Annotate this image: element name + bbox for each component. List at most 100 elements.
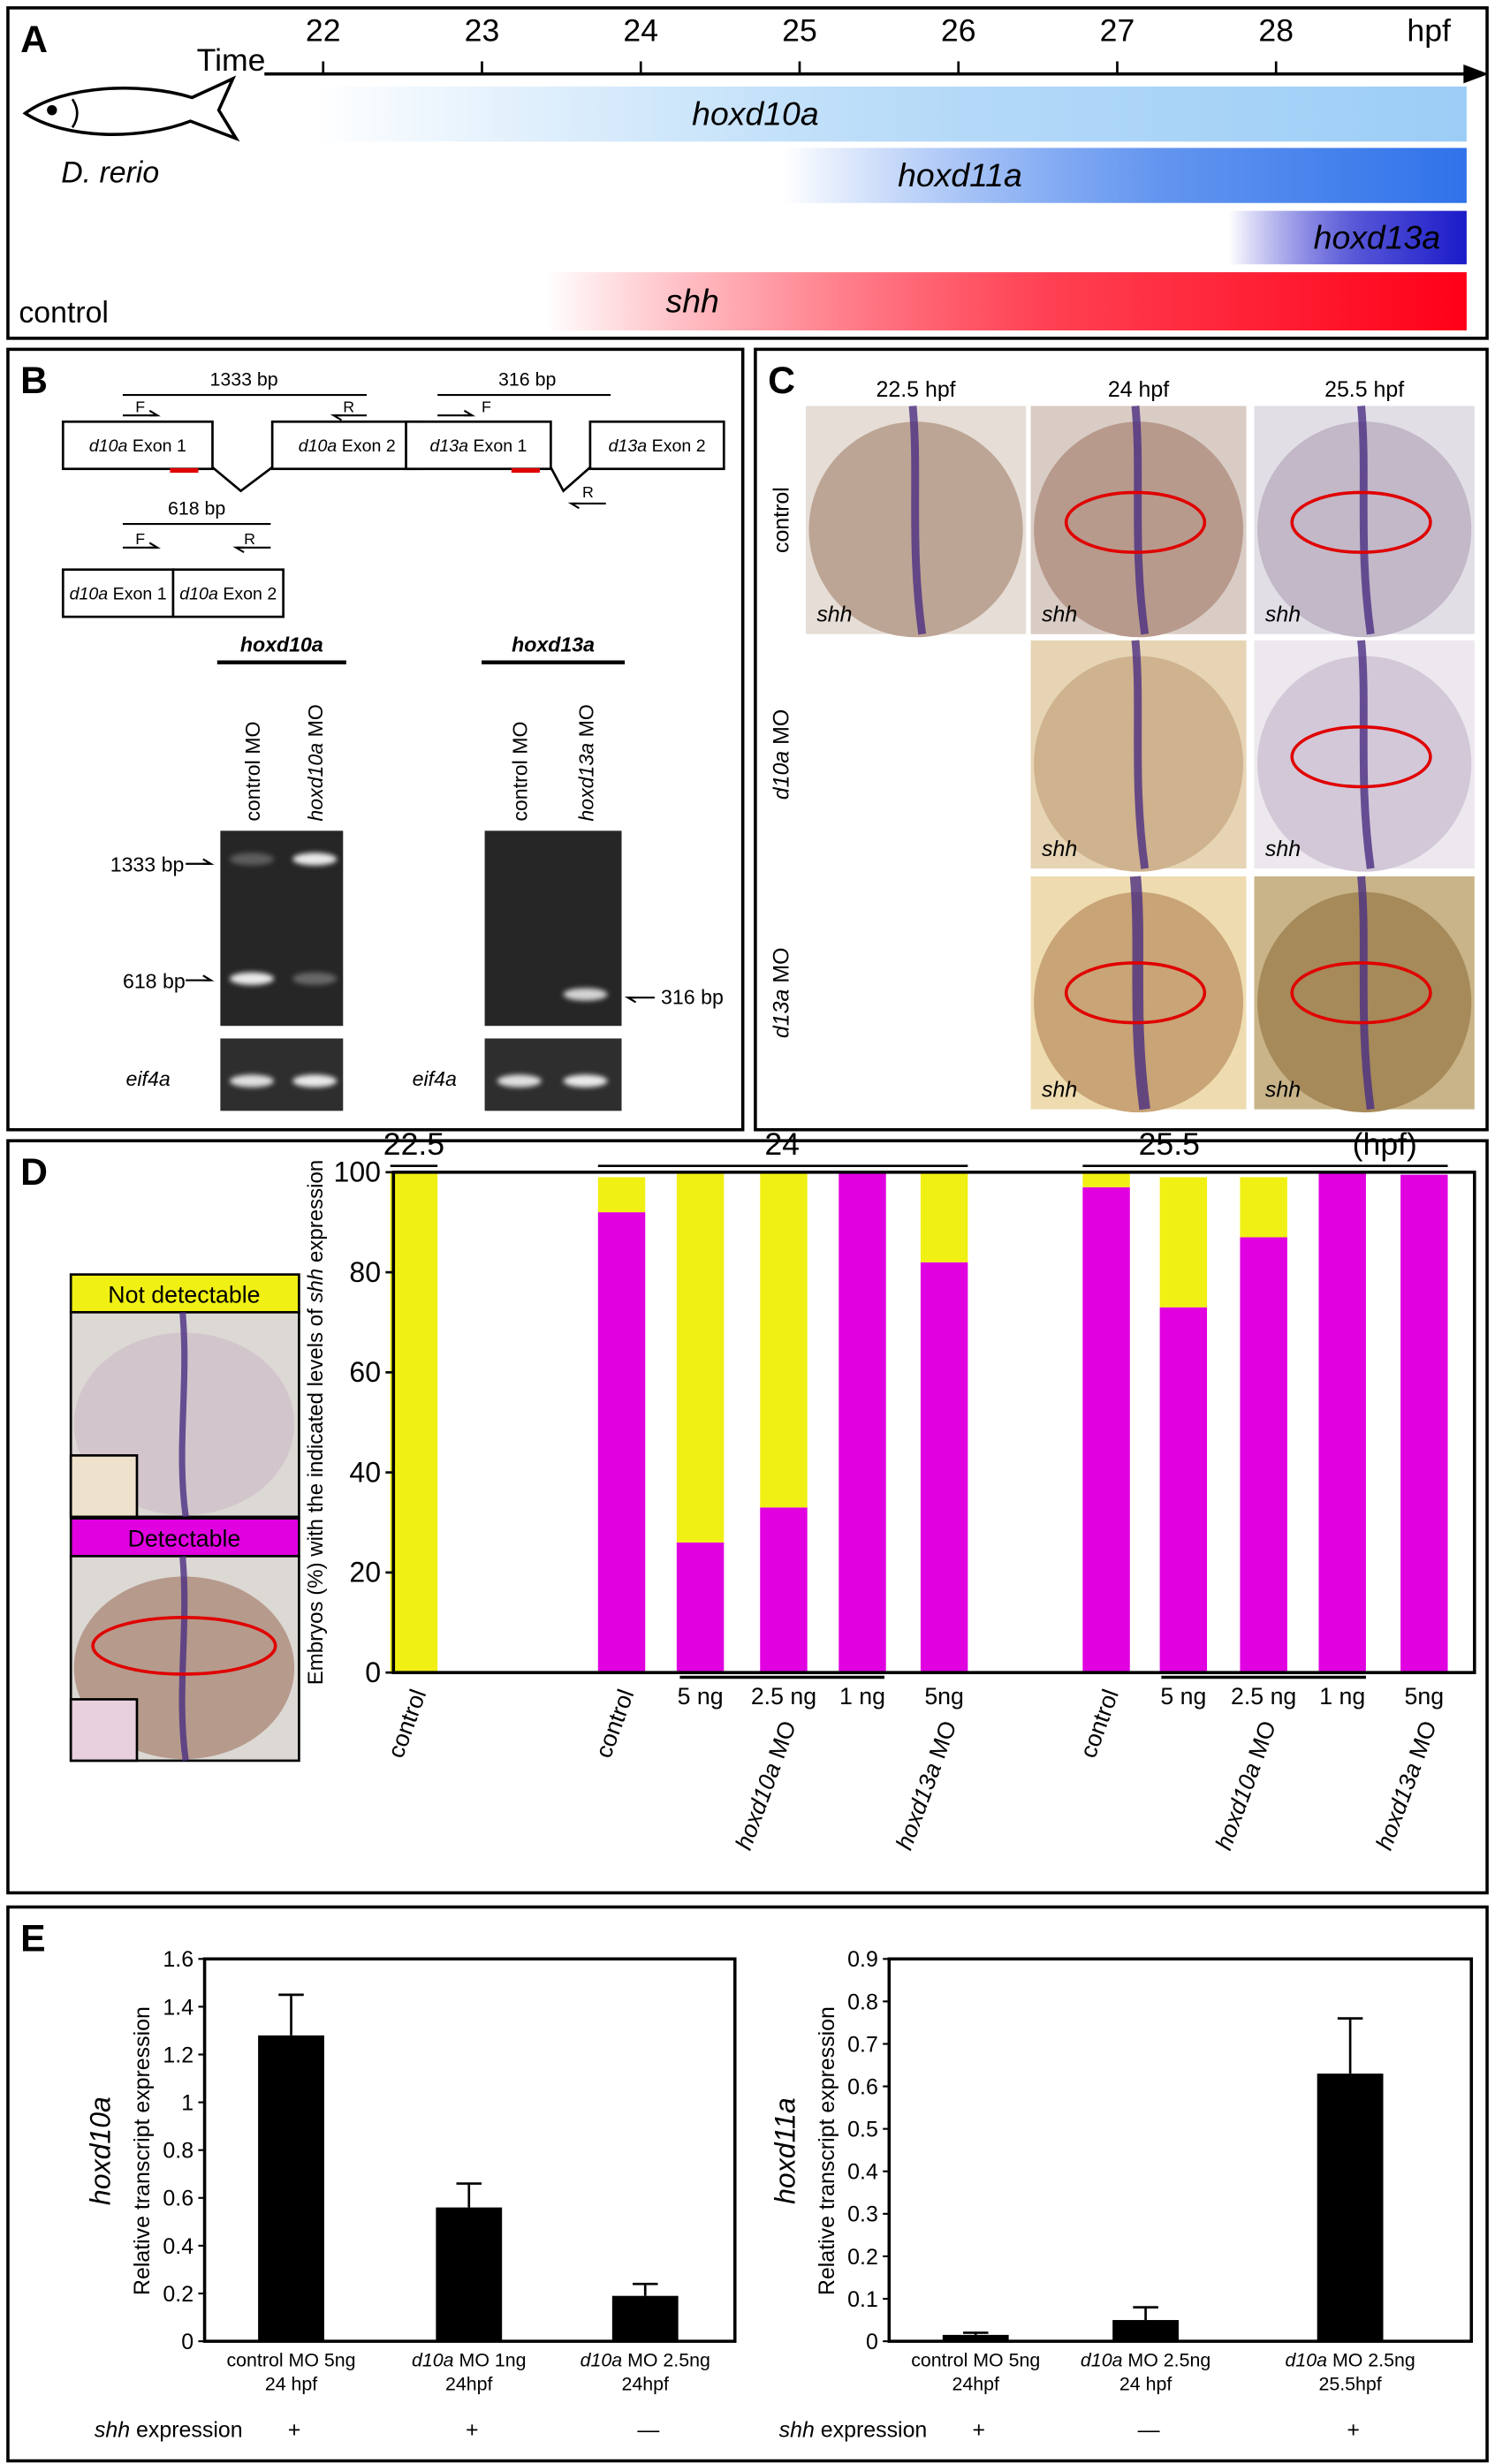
row-label-part: shh [95,2418,130,2443]
stacked-bar [1400,1174,1448,1673]
gel [484,1038,622,1111]
x-tick-label: control MO 5ng [227,2350,356,2371]
exon-box [171,568,285,618]
shh-stain [1129,876,1150,1111]
probe-label: shh [1265,837,1301,861]
x-tick-label: d10a MO 2.5ng [1285,2350,1415,2371]
x-tick-label: 24 hpf [265,2373,317,2394]
y-tick-label: 0.2 [847,2245,878,2270]
probe-label: shh [1265,1077,1301,1102]
row-header-part: d13a [769,989,793,1039]
shh-stain [1131,406,1150,635]
shh-stain [178,1312,189,1518]
x-tick-label: 1 ng [1319,1683,1365,1710]
y-tick-label: 1.4 [163,1995,194,2020]
exon-label: d10a Exon 1 [70,585,167,604]
expression-ring [1290,490,1432,554]
stacked-bar [760,1171,808,1508]
x-tick-label-part: d10a [581,2350,623,2371]
y-axis-gene: hoxd11a [769,2097,801,2204]
exon-label: d13a Exon 2 [609,436,706,456]
lane-label: hoxd10a MO [304,704,327,822]
stacked-bar [1159,1177,1208,1308]
exon-label-part: Exon 1 [133,436,186,456]
expression-bar [1228,210,1467,265]
x-tick-label-part: MO 2.5ng [1127,2350,1210,2371]
panel-frame [6,1139,1489,1895]
stacked-bar [1082,1187,1130,1673]
exon-label-part: Exon 1 [113,585,167,604]
intron [550,466,591,493]
band-label: 618 bp [123,969,186,992]
exon-label-part: Exon 2 [652,436,706,456]
probe-label: shh [1265,602,1301,626]
row-header: d13a MO [769,947,793,1038]
gel-gene: hoxd13a [512,633,595,656]
y-tick-label: 100 [334,1156,381,1188]
gene-label: shh [666,283,719,320]
loading-label: eif4a [413,1067,457,1090]
exon-label-part: d10a [70,585,109,604]
shh-stain [1131,640,1150,869]
panel-frame [6,1905,1489,2463]
bar [942,2334,1009,2342]
tick-label: 26 [941,12,976,48]
y-tick-label: 1.6 [163,1947,194,1972]
y-tick-label: 0 [866,2330,878,2354]
stacked-bar [920,1171,968,1262]
x-tick-label-part: control MO 5ng [227,2350,356,2371]
stacked-bar [760,1507,808,1673]
y-tick-label: 0.5 [847,2118,878,2142]
time-group: 24 [764,1126,800,1162]
stacked-bar [1240,1237,1287,1673]
row-label: shh expression [95,2418,243,2443]
row-label-part: shh [779,2418,815,2443]
loading-label: eif4a [126,1067,171,1090]
amplicon-size: 316 bp [498,368,556,390]
primer-head [148,542,161,549]
primer-head [148,409,161,417]
primer-head [202,974,215,982]
probe-label: shh [1042,602,1077,626]
y-tick-label: 0.8 [163,2139,194,2164]
row-header-part: control [769,487,793,553]
gene-label: hoxd11a [898,156,1022,193]
stacked-bar [1318,1171,1366,1673]
exon-box [61,420,214,471]
lane-label-part: control MO [241,721,264,821]
legend-swatch [69,1517,300,1558]
error-bar [278,1993,304,2036]
stacked-bar [597,1177,646,1213]
lane-label: control MO [241,721,264,821]
panel-frame [754,347,1489,1132]
fish-gill [71,98,79,128]
time-group: 25.5 [1139,1126,1200,1162]
y-tick-label: 0.8 [847,1990,878,2014]
legend-label: Not detectable [108,1282,260,1308]
tick-label: 23 [465,12,500,48]
band-label: 1333 bp [110,853,185,876]
row-value: + [466,2418,479,2443]
axis-unit: hpf [1407,12,1451,48]
primer-head [202,858,215,865]
expression-ring [1064,961,1207,1025]
amplicon-size: 618 bp [168,497,225,519]
gel-band [230,853,274,866]
error-bar [962,2331,989,2335]
exon-label-part: d10a [89,436,128,456]
shh-stain [1357,406,1375,635]
y-tick-label: 1 [181,2091,194,2116]
gel-band [292,853,338,866]
gene-label: hoxd10a [692,95,818,133]
x-tick-label: 5 ng [678,1683,724,1710]
y-tick-label: 80 [349,1256,381,1288]
row-label: control [19,296,109,330]
stacked-bar [1159,1307,1208,1673]
bar [1317,2074,1384,2342]
x-tick-label: 2.5 ng [1231,1683,1296,1710]
gel-gene: hoxd10a [240,633,323,656]
probe-label: shh [1042,837,1077,861]
row-label: shh expression [779,2418,928,2443]
probe-label: shh [1042,1077,1077,1102]
